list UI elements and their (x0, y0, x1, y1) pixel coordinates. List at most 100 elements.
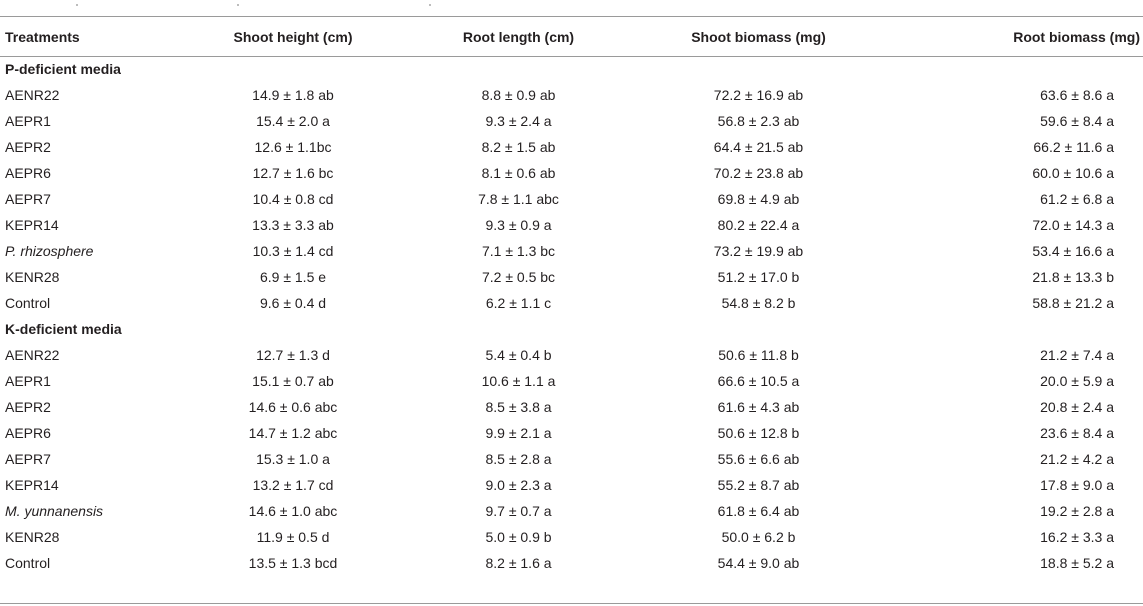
cell-root-biomass: 21.2 ± 7.4 a (1040, 347, 1114, 363)
cell-root-biomass: 58.8 ± 21.2 a (1032, 295, 1114, 311)
scan-artifact (76, 4, 78, 6)
table-row: M. yunnanensis 14.6 ± 1.0 abc 9.7 ± 0.7 a 6… (0, 498, 1143, 524)
cell-treatment: AEPR6 (5, 425, 51, 441)
cell-shoot-height: 11.9 ± 0.5 d (256, 529, 330, 545)
cell-root-length: 9.9 ± 2.1 a (485, 425, 552, 441)
cell-root-biomass: 63.6 ± 8.6 a (1040, 87, 1114, 103)
cell-root-length: 5.0 ± 0.9 b (485, 529, 552, 545)
cell-root-biomass: 23.6 ± 8.4 a (1040, 425, 1114, 441)
table-row: AENR22 14.9 ± 1.8 ab 8.8 ± 0.9 ab 72.2 ± 16… (0, 82, 1143, 108)
table-row: Control 13.5 ± 1.3 bcd 8.2 ± 1.6 a 54.4 ± 9… (0, 550, 1143, 576)
table-body: P-deficient media AENR22 14.9 ± 1.8 ab 8.8 … (0, 56, 1143, 576)
cell-shoot-biomass: 50.0 ± 6.2 b (721, 529, 796, 545)
cell-treatment: AEPR1 (5, 373, 51, 389)
cell-shoot-biomass: 50.6 ± 12.8 b (717, 425, 800, 441)
scan-artifact (429, 4, 431, 6)
table-row: AEPR7 10.4 ± 0.8 cd 7.8 ± 1.1 abc 69.8 ± 4.… (0, 186, 1143, 212)
cell-shoot-height: 6.9 ± 1.5 e (259, 269, 327, 285)
cell-shoot-biomass: 61.6 ± 4.3 ab (717, 399, 800, 415)
cell-shoot-biomass: 54.4 ± 9.0 ab (717, 555, 800, 571)
cell-root-length: 8.5 ± 3.8 a (485, 399, 552, 415)
cell-shoot-height: 15.4 ± 2.0 a (256, 113, 330, 129)
header-treatments: Treatments (5, 28, 80, 45)
cell-shoot-height: 13.5 ± 1.3 bcd (248, 555, 338, 571)
cell-shoot-height: 12.7 ± 1.3 d (256, 347, 330, 363)
table-row: AEPR2 12.6 ± 1.1bc 8.2 ± 1.5 ab 64.4 ± 21.5… (0, 134, 1143, 160)
header-row: Treatments Shoot height (cm) Root length… (0, 17, 1143, 56)
cell-treatment: AENR22 (5, 87, 60, 103)
cell-shoot-height: 10.4 ± 0.8 cd (252, 191, 334, 207)
cell-root-biomass: 72.0 ± 14.3 a (1032, 217, 1114, 233)
cell-shoot-biomass: 51.2 ± 17.0 b (717, 269, 800, 285)
cell-root-length: 8.1 ± 0.6 ab (481, 165, 556, 181)
cell-shoot-biomass: 66.6 ± 10.5 a (717, 373, 800, 389)
cell-root-biomass: 18.8 ± 5.2 a (1040, 555, 1114, 571)
cell-root-length: 5.4 ± 0.4 b (485, 347, 552, 363)
cell-root-length: 7.8 ± 1.1 abc (478, 191, 559, 207)
header-root-biomass: Root biomass (mg) (1013, 28, 1140, 45)
cell-shoot-height: 9.6 ± 0.4 d (259, 295, 327, 311)
table-row: KEPR14 13.2 ± 1.7 cd 9.0 ± 2.3 a 55.2 ± 8.7… (0, 472, 1143, 498)
cell-shoot-height: 14.6 ± 0.6 abc (248, 399, 338, 415)
cell-shoot-height: 13.2 ± 1.7 cd (252, 477, 334, 493)
cell-treatment: AEPR6 (5, 165, 51, 181)
cell-shoot-biomass: 55.6 ± 6.6 ab (717, 451, 800, 467)
section-title: P-deficient media (5, 61, 121, 77)
table-row: AEPR6 14.7 ± 1.2 abc 9.9 ± 2.1 a 50.6 ± 12.… (0, 420, 1143, 446)
header-rule (0, 56, 1143, 57)
cell-treatment: AEPR2 (5, 139, 51, 155)
cell-root-length: 8.2 ± 1.5 ab (481, 139, 556, 155)
cell-root-biomass: 17.8 ± 9.0 a (1040, 477, 1114, 493)
cell-treatment: KENR28 (5, 529, 60, 545)
cell-root-length: 6.2 ± 1.1 c (485, 295, 552, 311)
top-rule (0, 16, 1143, 17)
cell-shoot-height: 15.1 ± 0.7 ab (252, 373, 334, 389)
cell-shoot-biomass: 70.2 ± 23.8 ab (713, 165, 804, 181)
cell-root-biomass: 20.8 ± 2.4 a (1040, 399, 1114, 415)
cell-treatment: M. yunnanensis (5, 503, 104, 519)
cell-root-biomass: 61.2 ± 6.8 a (1040, 191, 1114, 207)
section-title: K-deficient media (5, 321, 122, 337)
cell-shoot-biomass: 80.2 ± 22.4 a (717, 217, 800, 233)
cell-root-biomass: 66.2 ± 11.6 a (1033, 139, 1114, 155)
cell-shoot-biomass: 64.4 ± 21.5 ab (713, 139, 804, 155)
cell-root-length: 7.1 ± 1.3 bc (481, 243, 556, 259)
cell-treatment: KENR28 (5, 269, 60, 285)
cell-shoot-biomass: 73.2 ± 19.9 ab (713, 243, 804, 259)
section-row: K-deficient media (0, 316, 1143, 342)
cell-root-biomass: 53.4 ± 16.6 a (1032, 243, 1114, 259)
cell-treatment: Control (5, 555, 51, 571)
cell-treatment: AEPR7 (5, 191, 51, 207)
cell-treatment: AEPR7 (5, 451, 51, 467)
results-table: Treatments Shoot height (cm) Root length… (0, 17, 1143, 576)
table-row: AEPR1 15.4 ± 2.0 a 9.3 ± 2.4 a 56.8 ± 2.3 a… (0, 108, 1143, 134)
cell-root-length: 7.2 ± 0.5 bc (481, 269, 556, 285)
cell-root-biomass: 20.0 ± 5.9 a (1040, 373, 1114, 389)
cell-shoot-biomass: 72.2 ± 16.9 ab (713, 87, 804, 103)
cell-treatment: Control (5, 295, 51, 311)
cell-shoot-biomass: 56.8 ± 2.3 ab (717, 113, 800, 129)
table-row: KENR28 11.9 ± 0.5 d 5.0 ± 0.9 b 50.0 ± 6.2 … (0, 524, 1143, 550)
table-row: KEPR14 13.3 ± 3.3 ab 9.3 ± 0.9 a 80.2 ± 22.… (0, 212, 1143, 238)
cell-shoot-height: 12.6 ± 1.1bc (254, 139, 332, 155)
cell-shoot-height: 14.7 ± 1.2 abc (248, 425, 338, 441)
cell-root-length: 8.2 ± 1.6 a (485, 555, 552, 571)
cell-treatment: KEPR14 (5, 477, 59, 493)
cell-root-biomass: 21.8 ± 13.3 b (1032, 269, 1114, 285)
cell-root-length: 8.8 ± 0.9 ab (481, 87, 556, 103)
bottom-rule (0, 603, 1143, 604)
cell-root-length: 9.3 ± 0.9 a (485, 217, 552, 233)
cell-root-biomass: 16.2 ± 3.3 a (1040, 529, 1114, 545)
cell-shoot-height: 10.3 ± 1.4 cd (252, 243, 334, 259)
header-shoot-biomass: Shoot biomass (mg) (691, 28, 826, 45)
cell-shoot-biomass: 61.8 ± 6.4 ab (717, 503, 800, 519)
table-row: P. rhizosphere 10.3 ± 1.4 cd 7.1 ± 1.3 bc 7… (0, 238, 1143, 264)
cell-root-length: 9.0 ± 2.3 a (485, 477, 552, 493)
cell-shoot-height: 12.7 ± 1.6 bc (252, 165, 334, 181)
cell-shoot-height: 14.9 ± 1.8 ab (252, 87, 334, 103)
cell-shoot-biomass: 55.2 ± 8.7 ab (717, 477, 800, 493)
cell-treatment: KEPR14 (5, 217, 59, 233)
table-row: Control 9.6 ± 0.4 d 6.2 ± 1.1 c 54.8 ± 8.2 … (0, 290, 1143, 316)
cell-root-biomass: 19.2 ± 2.8 a (1040, 503, 1114, 519)
